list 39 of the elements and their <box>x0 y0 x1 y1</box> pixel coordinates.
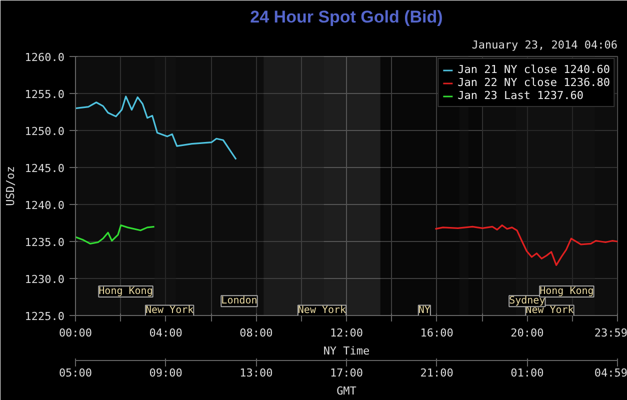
band-label: NY <box>418 305 430 316</box>
band-label: Hong Kong <box>540 286 594 298</box>
y-tick-label: 1255.0 <box>24 88 65 101</box>
y-tick-label: 1245.0 <box>24 162 65 175</box>
x2-tick-label: 17:00 <box>330 366 364 380</box>
x2-tick-label: 09:00 <box>149 366 182 380</box>
x2-tick-label: 13:00 <box>240 366 273 380</box>
y-tick-label: 1240.0 <box>24 199 65 212</box>
chart-title: 24 Hour Spot Gold (Bid) <box>250 8 443 26</box>
x2-axis-title: GMT <box>336 384 357 398</box>
band-label: New York <box>145 305 194 316</box>
x-tick-label: 12:00 <box>330 326 364 340</box>
x-tick-label: 04:00 <box>149 326 182 340</box>
x-tick-label: 23:59 <box>594 326 627 340</box>
legend-label: Jan 21 NY close 1240.60 <box>458 63 610 76</box>
y-tick-label: 1235.0 <box>24 236 65 249</box>
chart-subtitle: January 23, 2014 04:06 <box>472 38 618 52</box>
y-tick-label: 1230.0 <box>24 273 65 286</box>
x-tick-label: 16:00 <box>420 326 454 340</box>
y-axis-title: USD/oz <box>4 166 17 206</box>
line-series <box>76 224 156 245</box>
x-axis-title: NY Time <box>323 344 370 358</box>
x-tick-label: 00:00 <box>58 326 92 340</box>
band-label: Sydney <box>509 296 546 307</box>
x2-tick-label: 01:00 <box>510 366 544 380</box>
line-series <box>434 224 618 266</box>
x2-tick-label: 04:59 <box>594 366 627 380</box>
y-tick-label: 1225.0 <box>24 310 65 323</box>
x-tick-label: 08:00 <box>240 326 273 340</box>
y-tick-label: 1260.0 <box>24 51 65 64</box>
band-label: London <box>221 296 258 307</box>
x2-tick-label: 21:00 <box>420 366 454 380</box>
legend-label: Jan 23 Last 1237.60 <box>458 89 584 102</box>
line-series <box>76 96 237 160</box>
legend-label: Jan 22 NY close 1236.80 <box>458 76 610 89</box>
y-tick-label: 1250.0 <box>24 125 65 138</box>
band-label: Hong Kong <box>98 286 153 298</box>
x-tick-label: 20:00 <box>510 326 544 340</box>
x2-tick-label: 05:00 <box>58 366 92 380</box>
